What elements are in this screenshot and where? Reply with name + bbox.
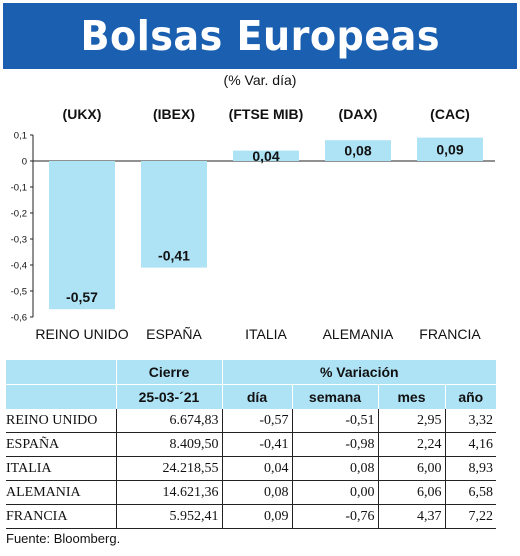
row-semana: -0,76 xyxy=(291,504,378,529)
table-header-dia: día xyxy=(221,384,292,409)
index-label: (FTSE MIB) xyxy=(229,106,304,122)
table-row: ITALIA 24.218,55 0,04 0,08 6,00 8,93 xyxy=(6,456,497,481)
row-ano: 3,32 xyxy=(444,409,497,433)
table-header-mes: mes xyxy=(377,384,445,409)
data-label: -0,57 xyxy=(66,289,98,305)
row-mes: 4,37 xyxy=(377,504,445,529)
category-label: FRANCIA xyxy=(419,326,481,342)
row-dia: 0,08 xyxy=(221,480,292,505)
row-ano: 6,58 xyxy=(444,480,497,505)
data-label: 0,04 xyxy=(252,148,279,164)
table-row: ESPAÑA 8.409,50 -0,41 -0,98 2,24 4,16 xyxy=(6,432,497,457)
index-label: (IBEX) xyxy=(153,106,195,122)
row-ano: 8,93 xyxy=(444,456,497,481)
page-title: Bolsas Europeas xyxy=(80,12,440,60)
row-ano: 7,22 xyxy=(444,504,497,529)
index-label: (UKX) xyxy=(63,106,102,122)
table-header-blank xyxy=(6,360,116,385)
y-tick-label: -0,5 xyxy=(11,287,27,298)
category-label: ESPAÑA xyxy=(146,326,202,342)
y-tick-label: -0,4 xyxy=(11,261,27,272)
row-dia: 0,04 xyxy=(221,456,292,481)
row-cierre: 24.218,55 xyxy=(115,456,222,481)
y-tick-label: -0,1 xyxy=(11,183,27,194)
chart-subtitle: (% Var. día) xyxy=(223,72,297,88)
row-name: REINO UNIDO xyxy=(6,409,116,433)
y-tick-label: -0,2 xyxy=(11,209,27,220)
table-header-cierre: Cierre xyxy=(115,360,222,385)
row-name: FRANCIA xyxy=(6,504,116,529)
data-label: 0,08 xyxy=(344,143,371,159)
table-row: FRANCIA 5.952,41 0,09 -0,76 4,37 7,22 xyxy=(6,504,497,529)
stock-table: Cierre % Variación 25-03-´21 día semana … xyxy=(6,360,497,529)
y-tick-label: -0,3 xyxy=(11,235,27,246)
table-header-semana: semana xyxy=(291,384,378,409)
bar xyxy=(417,137,483,161)
data-label: -0,41 xyxy=(158,248,190,264)
row-semana: -0,51 xyxy=(291,409,378,433)
row-dia: -0,57 xyxy=(221,409,292,433)
category-label: ITALIA xyxy=(245,326,287,342)
table-header-blank-2 xyxy=(6,384,116,409)
row-name: ALEMANIA xyxy=(6,480,116,505)
row-cierre: 5.952,41 xyxy=(115,504,222,529)
row-mes: 2,95 xyxy=(377,409,445,433)
table-row: REINO UNIDO 6.674,83 -0,57 -0,51 2,95 3,… xyxy=(6,409,497,433)
row-semana: 0,00 xyxy=(291,480,378,505)
stock-table-container: Cierre % Variación 25-03-´21 día semana … xyxy=(6,360,497,529)
row-name: ITALIA xyxy=(6,456,116,481)
row-cierre: 6.674,83 xyxy=(115,409,222,433)
y-tick-label: 0,1 xyxy=(14,131,27,142)
row-mes: 6,06 xyxy=(377,480,445,505)
row-dia: 0,09 xyxy=(221,504,292,529)
row-mes: 2,24 xyxy=(377,432,445,457)
category-label: REINO UNIDO xyxy=(35,326,128,342)
row-mes: 6,00 xyxy=(377,456,445,481)
category-label: ALEMANIA xyxy=(323,326,394,342)
table-header-date: 25-03-´21 xyxy=(115,384,222,409)
bar xyxy=(49,161,115,310)
table-row: ALEMANIA 14.621,36 0,08 0,00 6,06 6,58 xyxy=(6,480,497,505)
data-label: 0,09 xyxy=(436,141,463,157)
row-ano: 4,16 xyxy=(444,432,497,457)
row-semana: 0,08 xyxy=(291,456,378,481)
row-cierre: 8.409,50 xyxy=(115,432,222,457)
source-note: Fuente: Bloomberg. xyxy=(6,531,121,546)
y-tick-label: 0 xyxy=(22,157,27,168)
row-semana: -0,98 xyxy=(291,432,378,457)
bar xyxy=(325,140,391,161)
bar xyxy=(141,161,207,268)
row-cierre: 14.621,36 xyxy=(115,480,222,505)
header-banner: Bolsas Europeas xyxy=(3,3,517,69)
row-dia: -0,41 xyxy=(221,432,292,457)
index-label: (DAX) xyxy=(339,106,378,122)
table-header-ano: año xyxy=(444,384,497,409)
bar xyxy=(233,150,299,161)
row-name: ESPAÑA xyxy=(6,432,116,457)
table-header-variacion: % Variación xyxy=(221,360,497,385)
index-label: (CAC) xyxy=(430,106,470,122)
bar-chart: (UKX) (IBEX) (FTSE MIB) (DAX) (CAC) 0,1 0 -0,1 -… xyxy=(11,106,495,342)
y-tick-label: -0,6 xyxy=(11,313,27,324)
